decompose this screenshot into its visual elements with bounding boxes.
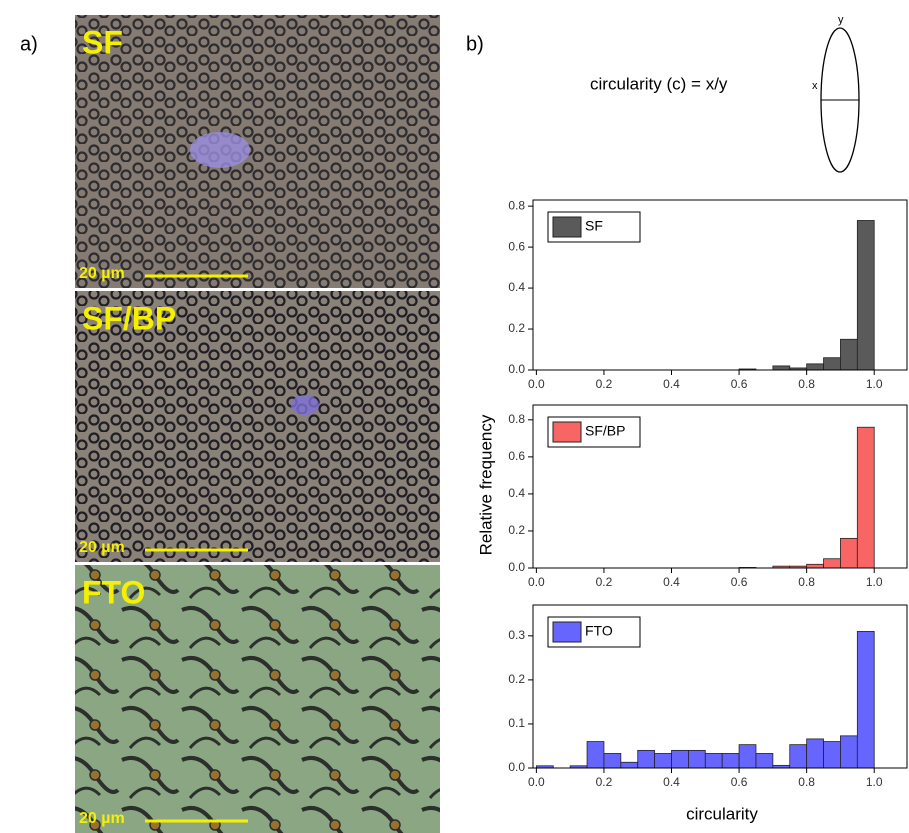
y-tick-label: 0.6: [508, 239, 525, 253]
x-tick-label: 0.2: [596, 377, 613, 391]
legend-swatch: [552, 216, 582, 238]
bar: [840, 735, 858, 769]
y-tick-label: 0.0: [508, 560, 525, 574]
panel-label: a): [20, 33, 38, 55]
x-tick-label: 0.6: [731, 775, 748, 789]
bar: [823, 357, 841, 371]
y-tick-label: 0.8: [508, 198, 525, 212]
legend-swatch: [552, 421, 582, 443]
bar: [823, 558, 841, 569]
x-tick-label: 0.8: [798, 575, 815, 589]
y-tick-label: 0.6: [508, 449, 525, 463]
x-axis-label: circularity: [686, 804, 758, 823]
bar: [704, 753, 723, 769]
x-tick-label: 0.6: [731, 377, 748, 391]
bar: [586, 741, 605, 769]
bar: [620, 761, 639, 769]
scale-bar-label: 20 µm: [79, 810, 125, 827]
bar: [637, 749, 656, 769]
y-tick-label: 0.3: [508, 628, 525, 642]
micrograph: [75, 291, 440, 562]
plot-frame: [532, 604, 908, 769]
x-tick-label: 0.8: [798, 377, 815, 391]
panel-label: b): [466, 33, 484, 55]
micrograph: [75, 565, 440, 833]
plot-frame: [532, 199, 908, 371]
x-tick-label: 1.0: [866, 575, 883, 589]
y-tick-label: 0.1: [508, 716, 525, 730]
y-axis-label: Relative frequency: [476, 414, 495, 555]
y-tick-label: 0.8: [508, 412, 525, 426]
x-tick-label: 1.0: [866, 775, 883, 789]
bar: [840, 338, 858, 371]
x-tick-label: 0.0: [528, 377, 545, 391]
x-tick-label: 0.4: [663, 377, 680, 391]
image-label: SF/BP: [82, 300, 176, 336]
bar: [856, 631, 875, 769]
x-tick-label: 0.2: [596, 575, 613, 589]
legend-label: SF/BP: [585, 423, 625, 439]
axis-name: x: [812, 80, 818, 92]
legend-label: FTO: [585, 623, 613, 639]
image-label: FTO: [82, 574, 145, 610]
y-tick-label: 0.4: [508, 280, 525, 294]
bar: [806, 363, 824, 371]
bar: [856, 220, 875, 371]
bar: [789, 744, 808, 769]
bar: [806, 738, 824, 769]
bar: [755, 753, 774, 769]
x-tick-label: 0.0: [528, 575, 545, 589]
x-tick-label: 0.0: [528, 775, 545, 789]
bar: [738, 744, 757, 769]
scale-bar-label: 20 µm: [79, 265, 125, 282]
image-label: SF: [82, 24, 123, 60]
x-tick-label: 0.8: [798, 775, 815, 789]
x-tick-label: 1.0: [866, 377, 883, 391]
y-tick-label: 0.4: [508, 486, 525, 500]
bar: [840, 537, 858, 569]
x-tick-label: 0.4: [663, 775, 680, 789]
bar: [688, 749, 706, 769]
legend-label: SF: [585, 218, 603, 234]
scale-bar-label: 20 µm: [79, 539, 125, 556]
bar: [671, 749, 689, 769]
x-tick-label: 0.4: [663, 575, 680, 589]
y-tick-label: 0.2: [508, 672, 525, 686]
x-tick-label: 0.2: [596, 775, 613, 789]
y-tick-label: 0.0: [508, 760, 525, 774]
x-tick-label: 0.6: [731, 575, 748, 589]
formula: circularity (c) = x/y: [590, 74, 728, 93]
legend-swatch: [552, 621, 582, 643]
bar: [823, 741, 841, 769]
bar: [856, 426, 875, 569]
y-tick-label: 0.2: [508, 321, 525, 335]
bar: [654, 753, 672, 769]
y-tick-label: 0.0: [508, 362, 525, 376]
bar: [806, 563, 824, 569]
y-tick-label: 0.2: [508, 523, 525, 537]
bar: [772, 365, 791, 371]
bar: [603, 753, 622, 769]
axis-name: y: [838, 14, 844, 26]
micrograph: [75, 15, 440, 288]
bar: [721, 753, 740, 769]
plot-frame: [532, 404, 908, 569]
